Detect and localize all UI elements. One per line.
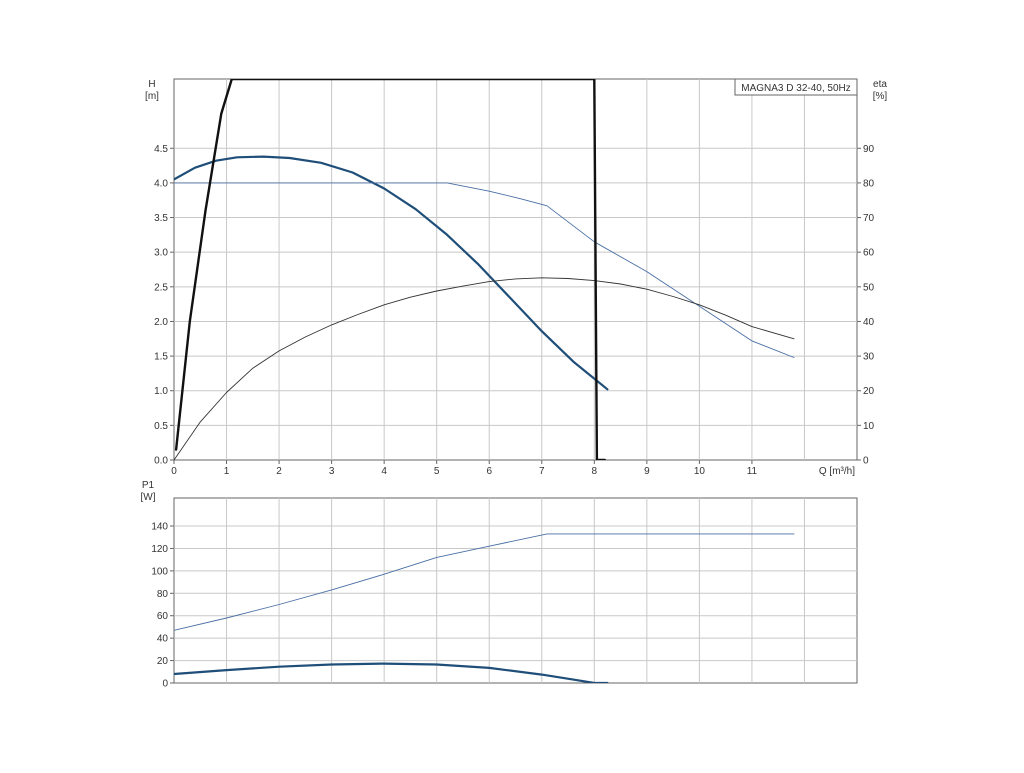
head-axis-label-line1: H bbox=[148, 79, 155, 90]
x-tick-label: 3 bbox=[329, 466, 335, 477]
lower-series bbox=[174, 533, 795, 683]
y-tick-label: 1.5 bbox=[154, 352, 168, 363]
flow-axis-label: Q [m³/h] bbox=[819, 466, 855, 477]
upper-grid bbox=[174, 79, 857, 460]
y-tick-label: 40 bbox=[157, 634, 169, 645]
power-chart: 0 20 40 60 80 100 120 140 P1 [W] bbox=[141, 480, 858, 690]
chart-title: MAGNA3 D 32-40, 50Hz bbox=[741, 83, 851, 94]
upper-x-ticks: 0 1 2 3 4 5 6 7 8 9 10 11 bbox=[171, 460, 758, 477]
series-line-1 bbox=[174, 155, 609, 391]
x-tick-label: 9 bbox=[644, 466, 650, 477]
x-tick-label: 7 bbox=[539, 466, 545, 477]
right-y-tick-label: 60 bbox=[863, 248, 875, 259]
right-y-tick-label: 50 bbox=[863, 282, 875, 293]
y-tick-label: 3.5 bbox=[154, 213, 168, 224]
series-line-1 bbox=[174, 533, 795, 631]
x-tick-label: 2 bbox=[276, 466, 282, 477]
y-tick-label: 4.0 bbox=[154, 178, 168, 189]
y-tick-label: 0.0 bbox=[154, 456, 168, 467]
right-y-tick-label: 40 bbox=[863, 317, 875, 328]
right-y-tick-label: 30 bbox=[863, 352, 875, 363]
x-tick-label: 11 bbox=[747, 466, 758, 477]
y-tick-label: 100 bbox=[151, 566, 168, 577]
right-y-tick-label: 0 bbox=[863, 456, 869, 467]
upper-right-y-ticks: 0 10 20 30 40 50 60 70 80 90 bbox=[857, 144, 875, 467]
right-y-tick-label: 80 bbox=[863, 178, 875, 189]
power-axis-label-line1: P1 bbox=[142, 480, 155, 491]
y-tick-label: 1.0 bbox=[154, 386, 168, 397]
right-y-tick-label: 10 bbox=[863, 421, 875, 432]
lower-y-ticks: 0 20 40 60 80 100 120 140 bbox=[151, 522, 174, 690]
x-tick-label: 6 bbox=[486, 466, 492, 477]
lower-plot-frame bbox=[173, 497, 858, 684]
x-tick-label: 0 bbox=[171, 466, 177, 477]
x-tick-label: 10 bbox=[694, 466, 706, 477]
series-line-4 bbox=[174, 79, 606, 460]
power-axis-label-line2: [W] bbox=[141, 492, 156, 503]
y-tick-label: 2.0 bbox=[154, 317, 168, 328]
right-y-tick-label: 70 bbox=[863, 213, 875, 224]
eta-axis-label-line1: eta bbox=[873, 79, 887, 90]
series-line-2 bbox=[174, 182, 795, 358]
y-tick-label: 4.5 bbox=[154, 144, 168, 155]
y-tick-label: 0 bbox=[162, 679, 168, 690]
series-line-2 bbox=[174, 662, 609, 683]
x-tick-label: 8 bbox=[592, 466, 598, 477]
title-box bbox=[734, 78, 858, 96]
y-tick-label: 2.5 bbox=[154, 282, 168, 293]
right-y-tick-label: 90 bbox=[863, 144, 875, 155]
x-tick-label: 4 bbox=[381, 466, 387, 477]
y-tick-label: 120 bbox=[151, 544, 168, 555]
x-tick-label: 5 bbox=[434, 466, 440, 477]
y-tick-label: 140 bbox=[151, 522, 168, 533]
head-axis-label-line2: [m] bbox=[145, 91, 159, 102]
y-tick-label: 0.5 bbox=[154, 421, 168, 432]
y-tick-label: 20 bbox=[157, 656, 169, 667]
x-tick-label: 1 bbox=[224, 466, 230, 477]
upper-y-ticks: 0.0 0.5 1.0 1.5 2.0 2.5 3.0 3.5 4.0 4.5 bbox=[154, 144, 174, 467]
head-efficiency-chart: 0 1 2 3 4 5 6 7 8 9 10 11 0.0 0.5 1.0 1.5 2.0 2.5 3.0 3.5 4… bbox=[145, 78, 888, 477]
upper-plot-frame bbox=[173, 78, 858, 461]
y-tick-label: 3.0 bbox=[154, 248, 168, 259]
right-y-tick-label: 20 bbox=[863, 386, 875, 397]
upper-series bbox=[174, 79, 795, 460]
y-tick-label: 60 bbox=[157, 611, 169, 622]
lower-grid bbox=[174, 498, 857, 683]
series-line-3 bbox=[174, 277, 795, 460]
eta-axis-label-line2: [%] bbox=[873, 91, 888, 102]
y-tick-label: 80 bbox=[157, 589, 169, 600]
